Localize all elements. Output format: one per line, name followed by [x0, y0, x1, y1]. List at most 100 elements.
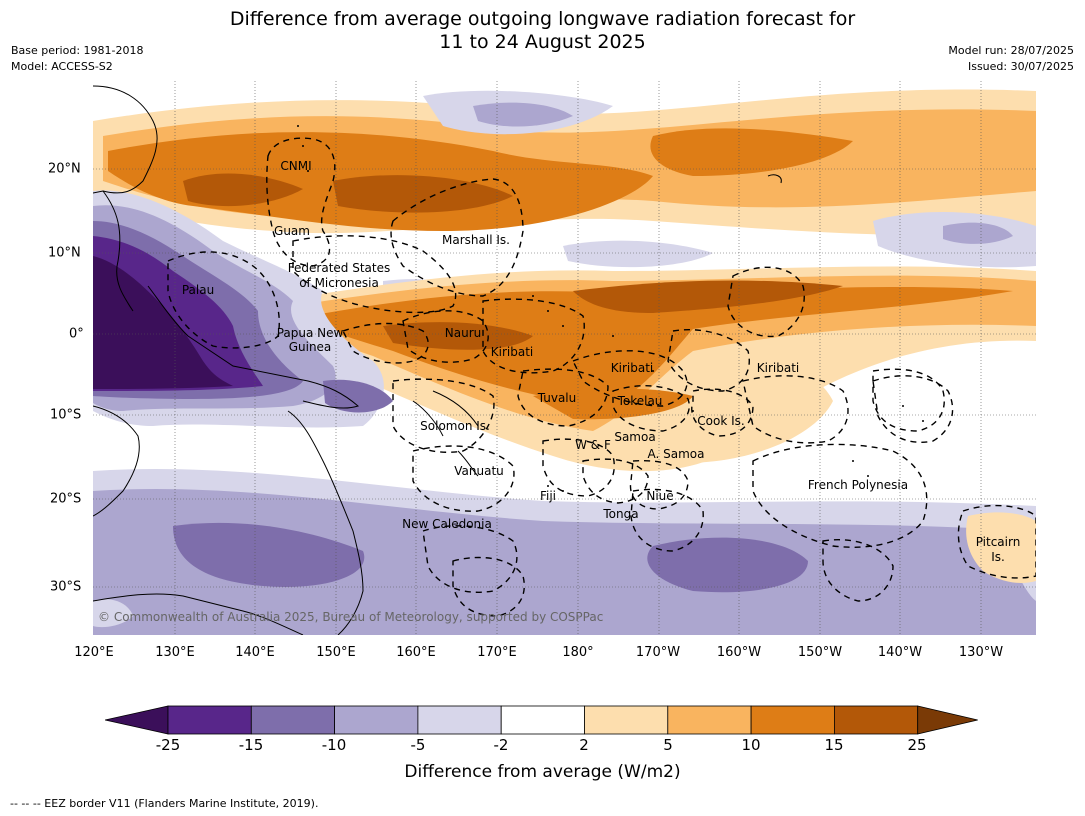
colorbar-segment [417, 705, 502, 735]
colorbar-tick: 2 [579, 736, 589, 754]
colorbar-extend-high [917, 705, 978, 735]
anomaly-region [303, 287, 1013, 406]
anomaly-region [183, 173, 303, 207]
colorbar-segment [500, 705, 585, 735]
colorbar-extend-low [105, 705, 169, 735]
lon-label: 170°E [477, 645, 517, 660]
label-vanuatu: Vanuatu [454, 464, 504, 478]
colorbar-tick: -15 [238, 736, 264, 754]
label-tokelau: Tokelau [617, 394, 663, 408]
copyright-notice: © Commonwealth of Australia 2025, Bureau… [98, 610, 604, 624]
colorbar [105, 705, 978, 735]
label-samoa: Samoa [614, 430, 656, 444]
label-kiribati-central: Kiribati [610, 361, 654, 375]
anomaly-region [323, 379, 393, 413]
lon-label: 170°W [635, 645, 681, 660]
model-name: Model: ACCESS-S2 [11, 60, 113, 73]
label-png-1: Papua New [276, 326, 344, 340]
label-cook: Cook Is. [697, 414, 745, 428]
colorbar-label: Difference from average (W/m2) [404, 762, 681, 782]
issued-date: Issued: 30/07/2025 [967, 60, 1074, 73]
lon-label: 150°E [316, 645, 356, 660]
label-solomon: Solomon Is. [420, 419, 490, 433]
anomaly-region [533, 388, 693, 420]
anomaly-region [943, 222, 1013, 244]
lat-label: 20°N [48, 161, 81, 177]
lat-label: 0° [69, 326, 84, 342]
lat-label: 10°N [48, 245, 81, 261]
colorbar-tick: 5 [663, 736, 673, 754]
anomaly-region [173, 522, 365, 587]
lat-label: 20°S [50, 491, 82, 507]
anomaly-region [383, 322, 533, 350]
graticule [93, 81, 1036, 635]
title-line-2: 11 to 24 August 2025 [439, 31, 646, 53]
label-american-samoa: A. Samoa [647, 447, 705, 461]
anomaly-region [93, 599, 133, 628]
label-pitcairn-1: Pitcairn [975, 535, 1021, 549]
label-guam: Guam [274, 224, 310, 238]
label-kiribati-east: Kiribati [756, 361, 800, 375]
lat-label: 30°S [50, 579, 82, 595]
olr-anomaly-map [93, 81, 1036, 635]
anomaly-region [93, 256, 233, 389]
lon-label: 160°E [396, 645, 436, 660]
label-tonga: Tonga [603, 507, 639, 521]
label-french-polynesia: French Polynesia [807, 478, 909, 492]
label-fiji: Fiji [539, 489, 557, 503]
base-period: Base period: 1981-2018 [11, 44, 144, 57]
lon-label: 180° [562, 645, 594, 660]
anomaly-region [333, 175, 513, 213]
colorbar-segment [334, 705, 419, 735]
label-wallis-futuna: W & F [575, 438, 611, 452]
colorbar-segment [834, 705, 919, 735]
anomaly-region [93, 488, 1036, 635]
lon-label: 130°W [958, 645, 1004, 660]
colorbar-segment [167, 705, 252, 735]
label-marshall: Marshall Is. [442, 233, 510, 247]
lon-label: 160°W [716, 645, 762, 660]
coastlines [93, 85, 782, 635]
lon-label: 120°E [74, 645, 114, 660]
anomaly-region [573, 280, 843, 313]
title-line-1: Difference from average outgoing longwav… [229, 8, 856, 30]
colorbar-tick: 25 [907, 736, 927, 754]
label-png-2: Guinea [288, 340, 332, 354]
map-panel: © Commonwealth of Australia 2025, Bureau… [93, 81, 1036, 635]
label-kiribati-west: Kiribati [490, 345, 534, 359]
label-pitcairn-2: Is. [991, 550, 1005, 564]
anomaly-region [650, 128, 853, 176]
anomaly-region [563, 240, 713, 268]
anomaly-region [473, 102, 573, 127]
lon-label: 140°E [235, 645, 275, 660]
anomaly-region [966, 512, 1036, 583]
colorbar-segment [667, 705, 752, 735]
colorbar-segment [750, 705, 835, 735]
colorbar-tick: -5 [410, 736, 426, 754]
eez-footnote: -- -- -- EEZ border V11 (Flanders Marine… [10, 797, 319, 810]
lon-label: 140°W [877, 645, 923, 660]
label-fsm-1: Federated States [287, 261, 391, 275]
label-fsm-2: of Micronesia [299, 276, 379, 290]
colorbar-tick: -10 [321, 736, 347, 754]
lon-label: 130°E [155, 645, 195, 660]
colorbar-segment [250, 705, 336, 735]
islands [297, 125, 924, 492]
colorbar-segment [584, 705, 669, 735]
colorbar-tick: -2 [493, 736, 509, 754]
eez-borders [167, 137, 1036, 617]
anomaly-region [647, 537, 808, 593]
label-tuvalu: Tuvalu [537, 391, 577, 405]
label-nauru: Nauru [444, 326, 482, 340]
colorbar-tick: 10 [741, 736, 761, 754]
lat-label: 10°S [50, 407, 82, 423]
label-new-caledonia: New Caledonia [402, 517, 492, 531]
lon-label: 150°W [797, 645, 843, 660]
label-palau: Palau [181, 283, 215, 297]
label-niue: Niue [646, 489, 674, 503]
colorbar-tick: -25 [155, 736, 181, 754]
model-run: Model run: 28/07/2025 [948, 44, 1074, 57]
colorbar-tick: 15 [824, 736, 844, 754]
anomaly-region [623, 344, 833, 463]
label-cnmi: CNMI [280, 159, 312, 173]
